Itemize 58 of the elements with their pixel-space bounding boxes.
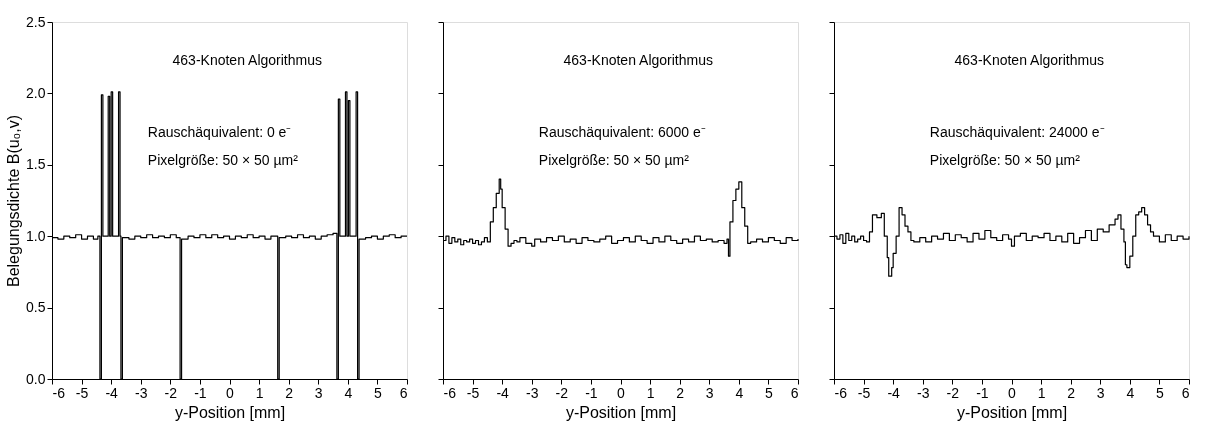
x-tick-label: -6 bbox=[52, 384, 66, 401]
x-tick-label: -5 bbox=[466, 384, 480, 401]
y-axis-title: Belegungsdichte B(u₀,v) bbox=[5, 114, 23, 288]
x-tick-label: 6 bbox=[1181, 384, 1190, 401]
x-tick-label: 1 bbox=[255, 384, 264, 401]
x-tick-label: 4 bbox=[344, 384, 353, 401]
x-tick-label: 1 bbox=[1037, 384, 1046, 401]
x-tick-label: 6 bbox=[790, 384, 799, 401]
annotation: 463-Knoten Algorithmus bbox=[954, 52, 1104, 69]
x-tick-label: 1 bbox=[646, 384, 655, 401]
x-tick-label: 4 bbox=[735, 384, 744, 401]
x-tick-label: 3 bbox=[1096, 384, 1105, 401]
x-tick-label: 4 bbox=[1126, 384, 1135, 401]
x-tick-label: -1 bbox=[194, 384, 207, 401]
x-tick-label: 5 bbox=[1156, 384, 1165, 401]
annotation: Pixelgröße: 50 × 50 µm² bbox=[538, 152, 690, 169]
x-axis-title: y-Position [mm] bbox=[565, 403, 677, 421]
x-tick-label: -6 bbox=[834, 384, 848, 401]
x-tick-label: -2 bbox=[946, 384, 960, 401]
annotation: Rauschäquivalent: 24000 e⁻ bbox=[929, 123, 1105, 140]
x-tick-label: -2 bbox=[555, 384, 569, 401]
x-tick-label: -3 bbox=[135, 384, 148, 401]
y-tick-label: 0.0 bbox=[26, 370, 46, 387]
x-tick-label: -1 bbox=[585, 384, 598, 401]
annotation: Pixelgröße: 50 × 50 µm² bbox=[147, 152, 299, 169]
x-tick-label: -4 bbox=[105, 384, 119, 401]
x-tick-label: -2 bbox=[164, 384, 178, 401]
x-tick-label: 2 bbox=[285, 384, 294, 401]
y-tick-label: 1.0 bbox=[26, 227, 46, 244]
x-tick-label: 6 bbox=[399, 384, 408, 401]
annotation: 463-Knoten Algorithmus bbox=[563, 52, 713, 69]
annotation: Pixelgröße: 50 × 50 µm² bbox=[929, 152, 1081, 169]
x-axis-title: y-Position [mm] bbox=[174, 403, 286, 421]
x-tick-label: 5 bbox=[374, 384, 383, 401]
x-tick-label: -5 bbox=[75, 384, 89, 401]
x-tick-label: 0 bbox=[617, 384, 626, 401]
x-tick-label: 3 bbox=[705, 384, 714, 401]
x-axis-title: y-Position [mm] bbox=[956, 403, 1068, 421]
x-tick-label: -6 bbox=[443, 384, 457, 401]
annotation: 463-Knoten Algorithmus bbox=[172, 52, 322, 69]
x-tick-label: -3 bbox=[917, 384, 930, 401]
y-tick-label: 2.5 bbox=[26, 13, 46, 30]
y-tick-label: 0.5 bbox=[26, 299, 46, 316]
x-tick-label: -1 bbox=[976, 384, 989, 401]
x-tick-label: -5 bbox=[857, 384, 871, 401]
x-tick-label: -4 bbox=[496, 384, 510, 401]
x-tick-label: 2 bbox=[1067, 384, 1076, 401]
annotation: Rauschäquivalent: 6000 e⁻ bbox=[538, 123, 706, 140]
x-tick-label: 2 bbox=[676, 384, 685, 401]
x-tick-label: 3 bbox=[314, 384, 323, 401]
y-tick-label: 1.5 bbox=[26, 156, 46, 173]
y-tick-label: 2.0 bbox=[26, 84, 46, 101]
annotation: Rauschäquivalent: 0 e⁻ bbox=[147, 123, 292, 140]
x-tick-label: 5 bbox=[765, 384, 774, 401]
x-tick-label: -3 bbox=[526, 384, 539, 401]
x-tick-label: 0 bbox=[226, 384, 235, 401]
x-tick-label: -4 bbox=[887, 384, 901, 401]
x-tick-label: 0 bbox=[1008, 384, 1017, 401]
